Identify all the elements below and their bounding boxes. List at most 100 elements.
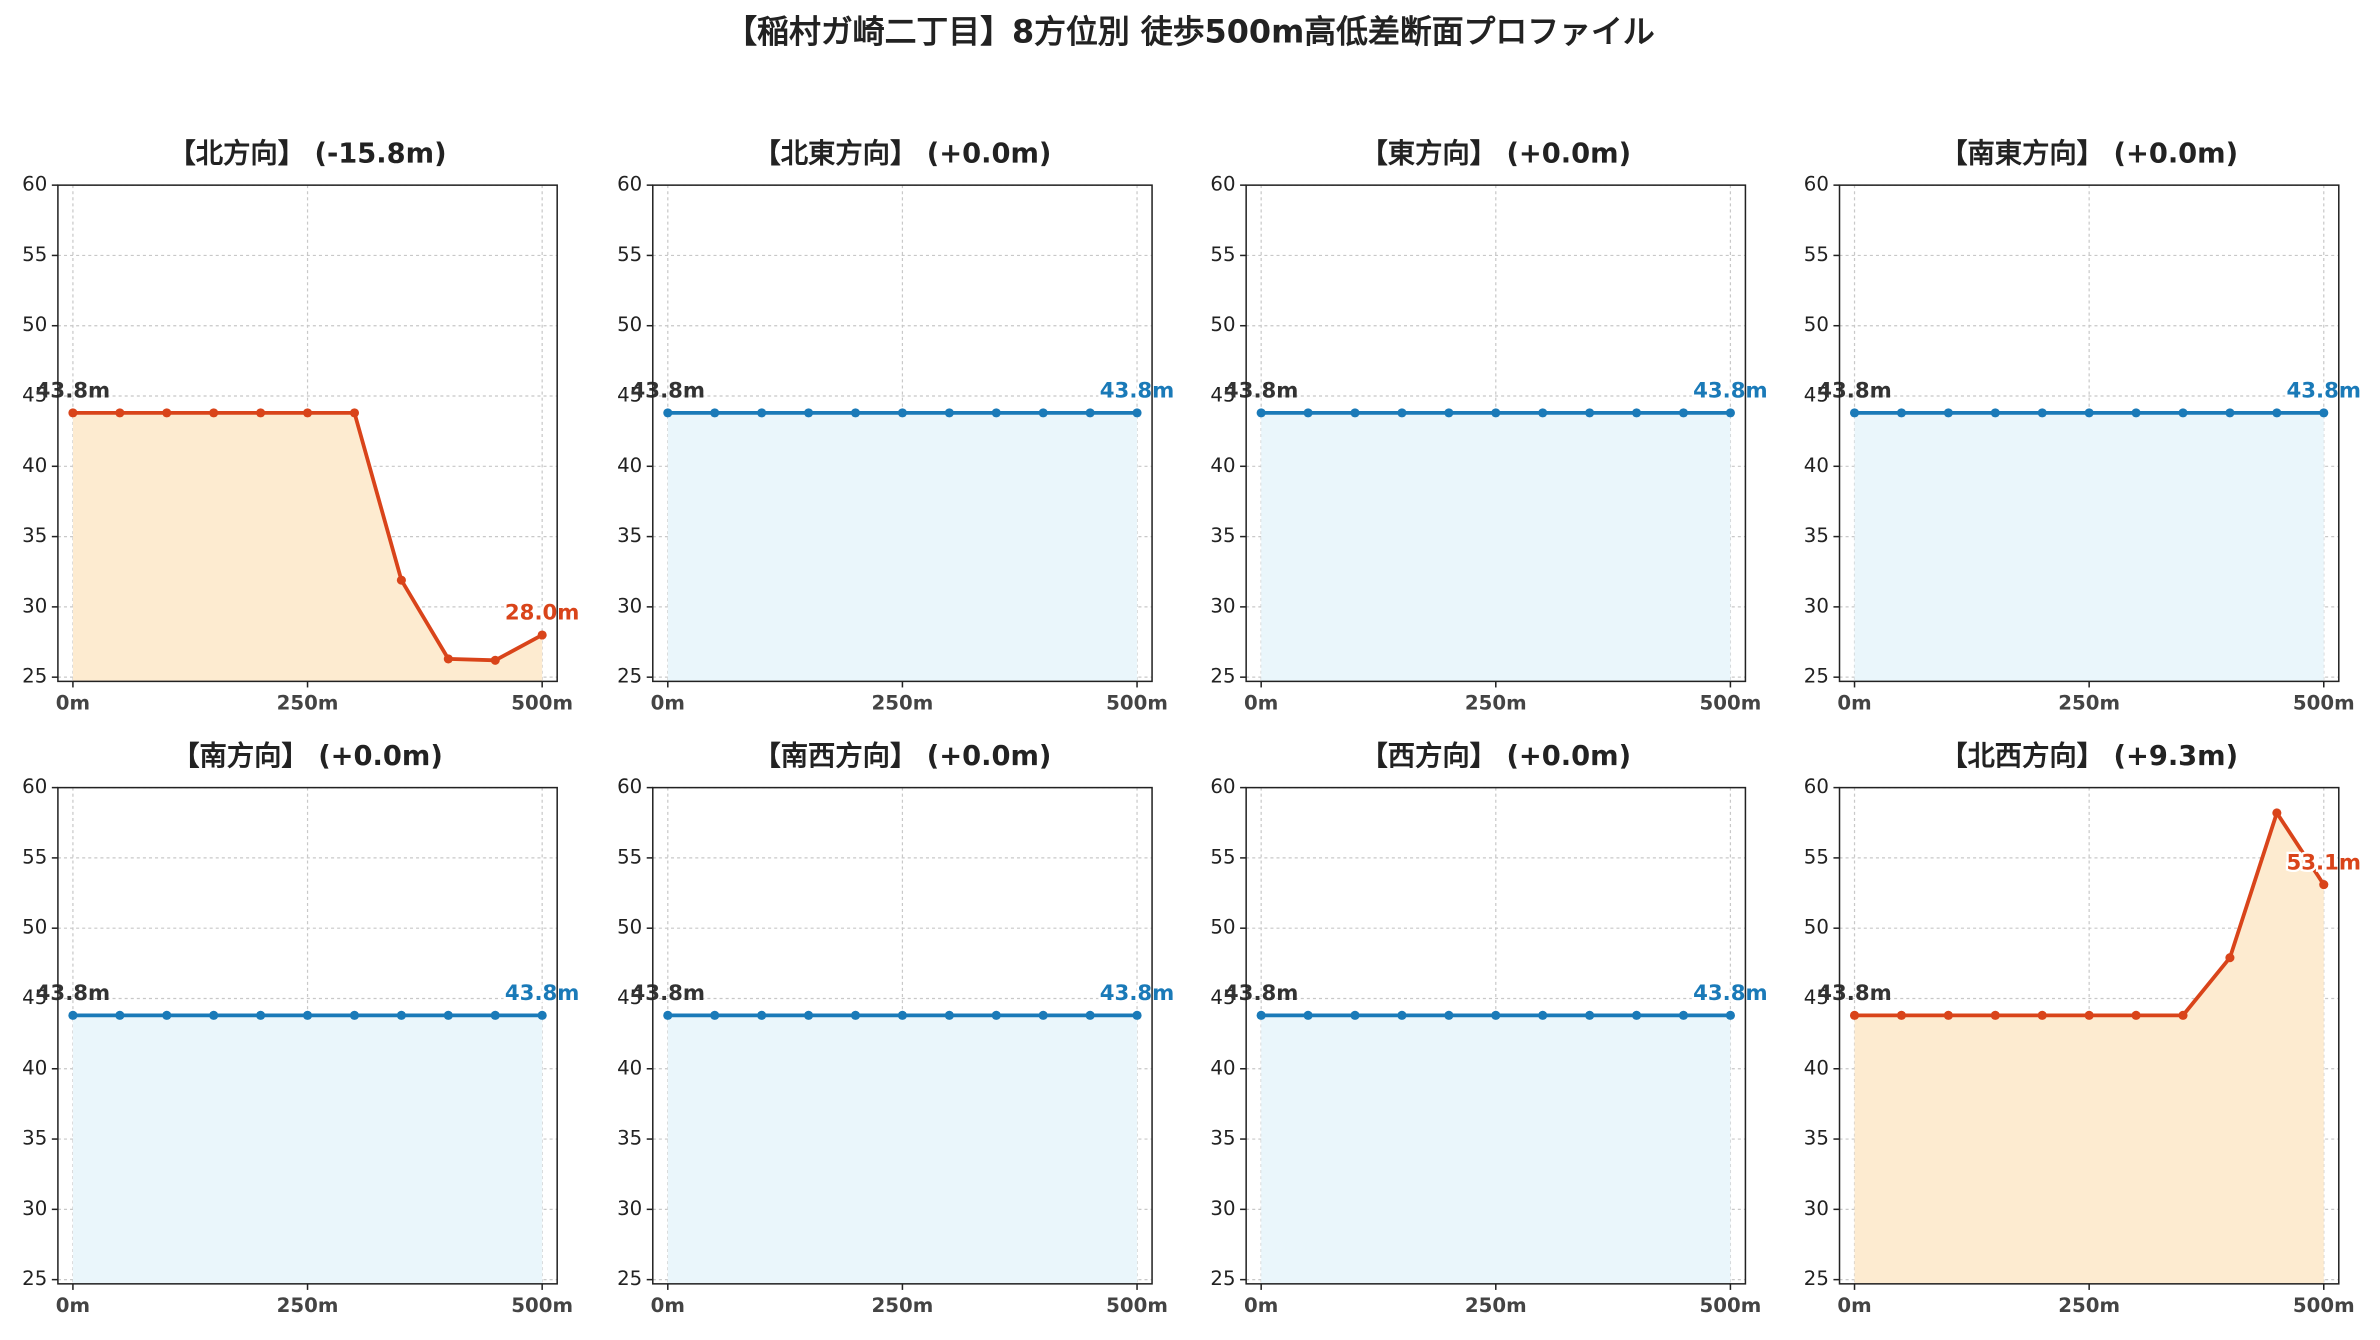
area	[1261, 412, 1731, 682]
point	[490, 655, 500, 665]
x-tick-label: 500m	[2293, 1294, 2355, 1317]
point	[757, 408, 767, 418]
point	[2225, 953, 2235, 963]
y-tick-label: 45	[1210, 986, 1235, 1009]
y-tick-label: 45	[22, 986, 47, 1009]
point	[2272, 408, 2282, 418]
y-tick-label: 35	[1804, 1127, 1829, 1150]
point	[1538, 1010, 1548, 1020]
point	[2319, 408, 2329, 418]
y-tick-label: 40	[1804, 1056, 1829, 1079]
point	[1397, 408, 1407, 418]
y-tick-label: 50	[1804, 313, 1829, 336]
area	[1854, 812, 2324, 1284]
value-label: 43.8m	[1100, 379, 1175, 404]
chart-title: 【南東方向】 (+0.0m)	[1940, 137, 2238, 169]
point	[68, 408, 78, 418]
value-label: 43.8m	[505, 981, 580, 1006]
y-tick-label: 50	[1210, 916, 1235, 939]
point	[256, 1010, 266, 1020]
point	[302, 1010, 313, 1020]
x-tick-label: 250m	[872, 692, 934, 715]
y-tick-label: 55	[1804, 845, 1829, 868]
point	[1444, 1010, 1454, 1020]
point	[850, 1010, 861, 1020]
y-tick-label: 25	[1210, 665, 1235, 688]
x-tick-label: 0m	[56, 692, 90, 715]
y-tick-label: 35	[22, 1127, 47, 1150]
y-tick-label: 55	[617, 243, 642, 266]
y-tick-label: 25	[22, 1267, 47, 1290]
point	[1350, 1010, 1360, 1020]
point	[1132, 1010, 1142, 1020]
y-tick-label: 60	[1210, 775, 1235, 798]
chart-title: 【北東方向】 (+0.0m)	[753, 137, 1051, 169]
y-tick-label: 25	[617, 665, 642, 688]
point	[2131, 1010, 2141, 1020]
y-tick-label: 40	[22, 1056, 47, 1079]
point	[2084, 1010, 2094, 1020]
value-label: 43.8m	[1100, 981, 1175, 1006]
y-tick-label: 60	[617, 173, 642, 196]
y-tick-label: 40	[617, 1056, 642, 1079]
y-tick-label: 25	[22, 665, 47, 688]
point	[1038, 408, 1048, 418]
point	[68, 1010, 78, 1020]
y-tick-label: 50	[1804, 916, 1829, 939]
x-tick-label: 0m	[1244, 1294, 1278, 1317]
point	[1350, 408, 1360, 418]
axes-frame	[652, 184, 1153, 683]
y-tick-label: 55	[1210, 845, 1235, 868]
x-tick-label: 250m	[872, 1294, 934, 1317]
point	[537, 630, 547, 640]
area	[667, 1015, 1138, 1284]
chart-title: 【南方向】 (+0.0m)	[172, 740, 443, 772]
axes-frame	[1838, 786, 2340, 1285]
point	[396, 575, 406, 585]
point	[1585, 1010, 1595, 1020]
value-label: 43.8m	[1224, 981, 1299, 1006]
point	[2037, 1010, 2047, 1020]
point	[1632, 408, 1642, 418]
axes-frame	[1838, 184, 2340, 683]
area	[1261, 1015, 1731, 1284]
y-tick-label: 45	[1210, 384, 1235, 407]
figure-title: 【稲村ガ崎二丁目】8方位別 徒歩500m高低差断面プロファイル	[725, 12, 1654, 50]
chart-title: 【北西方向】 (+9.3m)	[1940, 740, 2238, 772]
x-tick-label: 0m	[1837, 1294, 1871, 1317]
value-label: 43.8m	[1817, 981, 1892, 1006]
y-tick-label: 30	[1804, 1197, 1829, 1220]
x-tick-label: 500m	[511, 692, 573, 715]
y-tick-label: 55	[22, 243, 47, 266]
y-tick-label: 55	[1804, 243, 1829, 266]
y-tick-label: 55	[1210, 243, 1235, 266]
point	[663, 1010, 673, 1020]
point	[710, 1010, 720, 1020]
area	[72, 412, 543, 682]
y-tick-label: 50	[22, 916, 47, 939]
point	[1849, 408, 1860, 418]
x-tick-label: 250m	[277, 692, 339, 715]
y-tick-label: 60	[1804, 173, 1829, 196]
area	[1854, 412, 2324, 682]
point	[944, 408, 954, 418]
x-tick-label: 500m	[511, 1294, 573, 1317]
chart-title: 【北方向】 (-15.8m)	[169, 137, 447, 169]
y-tick-label: 40	[1804, 454, 1829, 477]
axes-frame	[652, 786, 1153, 1285]
point	[2084, 408, 2094, 418]
value-label: 43.8m	[631, 981, 706, 1006]
point	[396, 1010, 406, 1020]
point	[1444, 408, 1454, 418]
point	[115, 408, 125, 418]
axes-frame	[1245, 786, 1747, 1285]
y-tick-label: 50	[617, 916, 642, 939]
value-label: 43.8m	[631, 379, 706, 404]
y-tick-label: 30	[617, 1197, 642, 1220]
point	[897, 408, 907, 418]
point	[2131, 408, 2141, 418]
y-tick-label: 60	[617, 775, 642, 798]
y-tick-label: 35	[1210, 524, 1235, 547]
x-tick-label: 250m	[2058, 692, 2120, 715]
